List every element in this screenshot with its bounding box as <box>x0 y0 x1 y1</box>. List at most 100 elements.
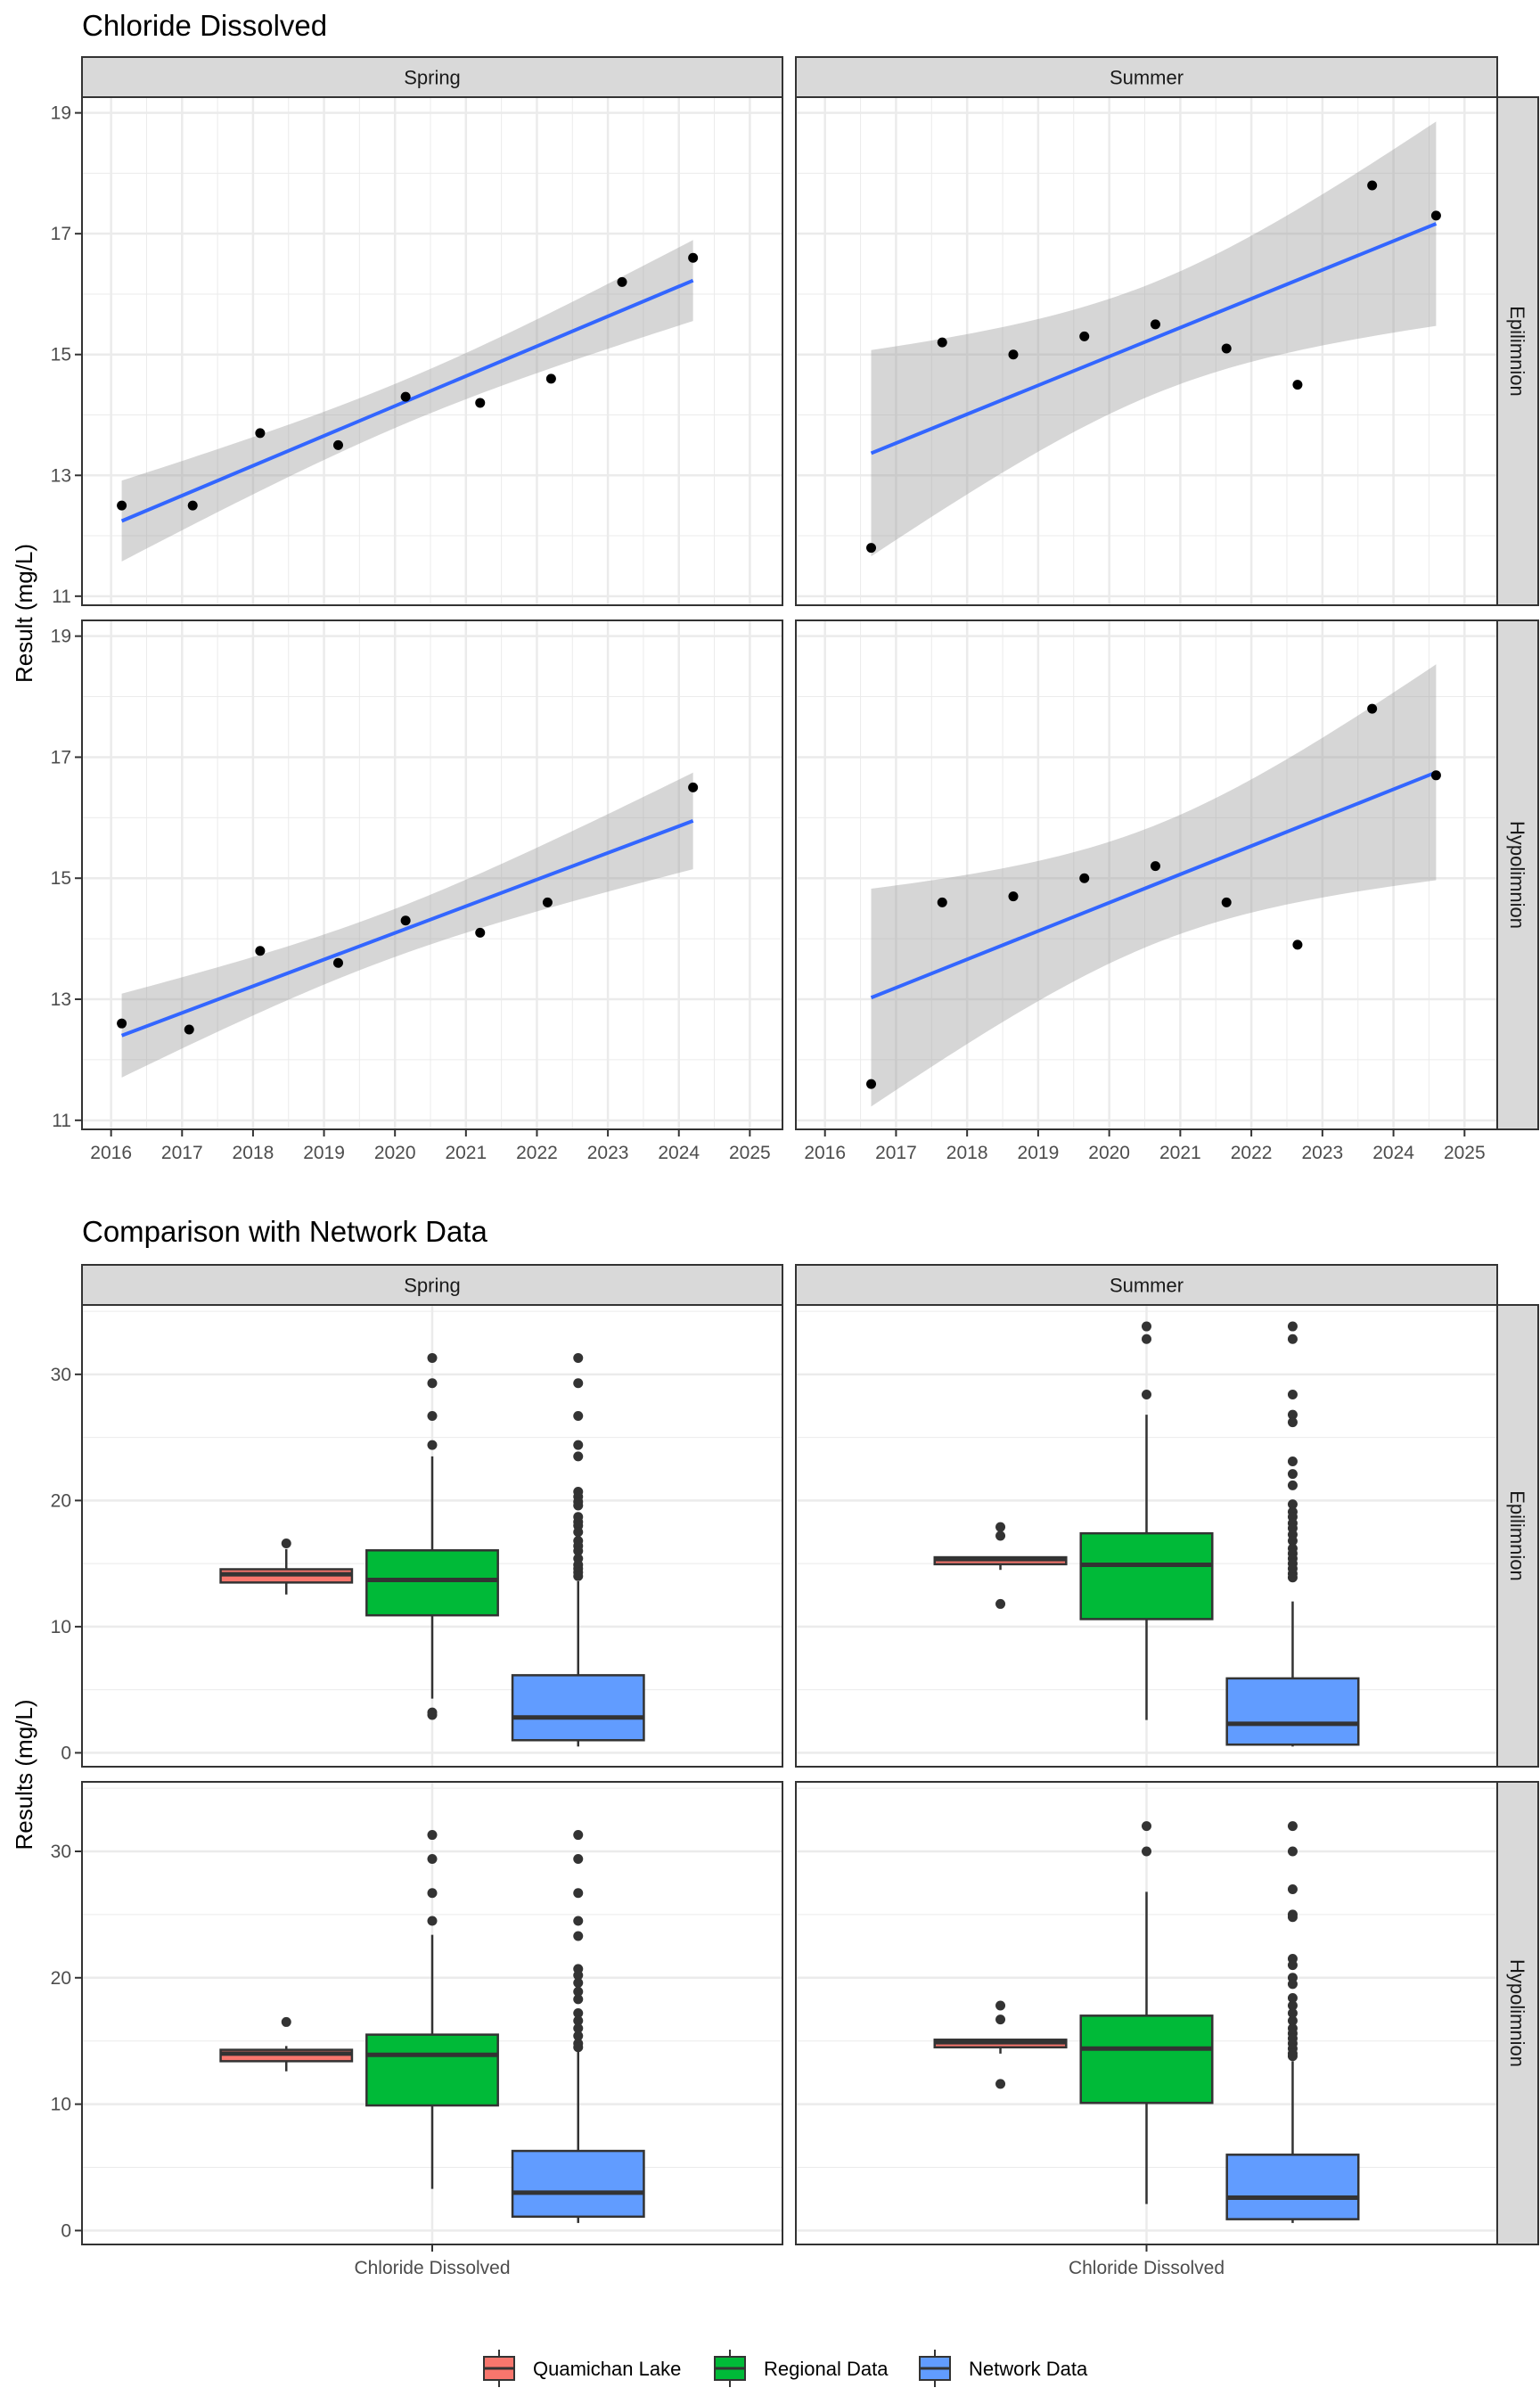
outlier-point <box>573 1931 584 1941</box>
data-point <box>1221 897 1232 907</box>
outlier-point <box>573 1352 584 1363</box>
outlier-point <box>1287 1979 1298 1990</box>
fit-line <box>120 819 694 1038</box>
data-point <box>475 398 486 408</box>
panel-background <box>796 620 1497 1129</box>
outlier-point <box>1287 1389 1298 1399</box>
strip-label: Summer <box>1110 67 1184 89</box>
outlier-point <box>427 1411 438 1422</box>
panel-background <box>82 97 782 605</box>
panel-spring-hypolimnion <box>81 1781 783 2245</box>
data-point <box>332 439 343 450</box>
legend-label: Regional Data <box>764 2358 889 2380</box>
y-tick-label: 30 <box>51 1365 71 1385</box>
data-point <box>542 897 553 907</box>
box <box>1225 1677 1360 1746</box>
data-point <box>332 957 343 968</box>
y-tick-label: 17 <box>51 747 71 767</box>
outlier-point <box>995 2014 1006 2025</box>
panel-border <box>81 1304 783 1768</box>
outlier-point <box>1287 1333 1298 1344</box>
outlier-point <box>995 2000 1006 2011</box>
data-point <box>866 1079 877 1089</box>
strip-label: Epilimnion <box>1506 1490 1528 1581</box>
outlier-point <box>573 2015 584 2026</box>
outlier-point <box>427 1916 438 1926</box>
boxplot-quamichan-lake <box>219 1538 354 1595</box>
y-tick-label: 20 <box>51 1968 71 1989</box>
outlier-point <box>573 2031 584 2041</box>
data-point <box>1430 770 1441 781</box>
legend-item-quamichan-lake: Quamichan Lake <box>483 2350 681 2387</box>
strip-spring <box>81 56 783 98</box>
panel-background <box>796 97 1497 605</box>
data-point <box>255 428 266 439</box>
outlier-point <box>1287 1469 1298 1480</box>
x-tick-label: 2018 <box>946 1143 988 1163</box>
strip-label: Hypolimnion <box>1506 1959 1528 2067</box>
x-tick-label: 2016 <box>90 1143 132 1163</box>
outlier-point <box>573 2023 584 2034</box>
legend-item-regional-data: Regional Data <box>714 2350 889 2387</box>
outlier-point <box>573 1527 584 1538</box>
strip-epilimnion <box>1496 96 1539 606</box>
panel-border <box>795 96 1498 606</box>
outlier-point <box>573 1977 584 1988</box>
outlier-point <box>1287 1992 1298 2003</box>
x-tick-label: 2025 <box>729 1143 771 1163</box>
y-tick-label: 20 <box>51 1490 71 1511</box>
outlier-point <box>427 1854 438 1864</box>
outlier-point <box>281 2016 291 2027</box>
data-point <box>1079 873 1090 883</box>
strip-hypolimnion <box>1496 1781 1539 2245</box>
data-point <box>1008 891 1019 902</box>
outlier-point <box>1287 1846 1298 1857</box>
outlier-point <box>1287 1536 1298 1547</box>
outlier-point <box>427 1352 438 1363</box>
data-point <box>1221 343 1232 354</box>
x-tick-label: 2024 <box>1372 1143 1414 1163</box>
data-point <box>1079 331 1090 341</box>
boxplot-quamichan-lake <box>933 2000 1068 2089</box>
outlier-point <box>1287 1912 1298 1923</box>
x-tick-label: 2024 <box>658 1143 700 1163</box>
boxplot-network-data <box>511 1830 645 2223</box>
y-tick-label: 17 <box>51 224 71 244</box>
outlier-point <box>573 1546 584 1556</box>
data-point <box>400 391 411 402</box>
x-tick-label: 2021 <box>445 1143 487 1163</box>
panel-border <box>81 620 783 1130</box>
y-tick-label: 19 <box>51 627 71 647</box>
boxplot-quamichan-lake <box>219 2016 354 2072</box>
outlier-point <box>1142 1846 1151 1857</box>
outlier-point <box>1142 1321 1151 1332</box>
outlier-point <box>1287 1821 1298 1832</box>
y-tick-label: 0 <box>61 2220 71 2241</box>
data-point <box>937 337 947 348</box>
x-tick-label: 2016 <box>804 1143 846 1163</box>
strip-hypolimnion <box>1496 620 1539 1130</box>
boxplot-network-data <box>1225 1821 1360 2223</box>
x-tick-label: 2019 <box>303 1143 345 1163</box>
y-tick-label: 10 <box>51 2095 71 2115</box>
data-point <box>1008 349 1019 360</box>
box <box>511 1674 645 1742</box>
outlier-point <box>573 1986 584 1997</box>
box <box>365 1549 499 1617</box>
data-point <box>688 782 699 792</box>
outlier-point <box>1287 2051 1298 2062</box>
outlier-point <box>573 1970 584 1981</box>
data-point <box>117 1018 127 1029</box>
outlier-point <box>573 1830 584 1841</box>
boxplot-regional-data <box>365 1830 499 2189</box>
outlier-point <box>573 2008 584 2018</box>
boxplot-regional-data <box>1079 1821 1214 2204</box>
outlier-point <box>995 1598 1006 1609</box>
y-tick-label: 11 <box>52 587 71 607</box>
y-tick-label: 15 <box>51 868 71 889</box>
data-point <box>866 543 877 554</box>
x-tick-label: 2022 <box>1231 1143 1273 1163</box>
legend: Quamichan Lake Regional Data Network Data <box>483 2350 1088 2387</box>
outlier-point <box>995 2079 1006 2089</box>
